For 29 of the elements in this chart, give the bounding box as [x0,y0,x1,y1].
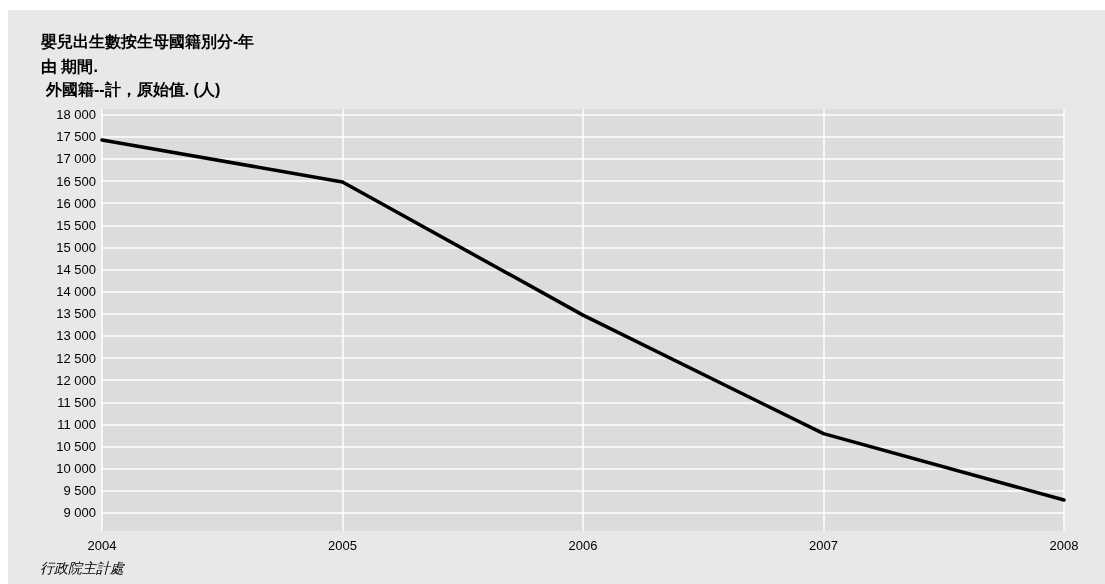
chart-subtitle: 由 期間. [41,57,98,75]
y-tick-label: 16 500 [56,173,96,189]
x-tick-label: 2008 [1049,538,1079,553]
x-tick-label: 2005 [328,538,357,553]
chart-title: 嬰兒出生數按生母國籍別分-年 [40,32,255,50]
y-tick-label: 17 500 [56,129,96,145]
y-tick-label: 12 000 [56,372,96,388]
y-tick-label: 11 000 [57,416,96,432]
y-tick-label: 10 500 [56,439,96,455]
y-tick-label: 18 000 [56,107,96,123]
y-tick-label: 12 500 [56,350,96,366]
y-tick-label: 16 000 [56,195,96,211]
line-series [100,138,1066,502]
y-tick-label: 17 000 [56,151,96,167]
y-tick-label: 9 500 [63,483,96,499]
text: 行政院主計處 [40,560,125,576]
y-tick-label: 14 000 [56,284,96,300]
y-tick-label: 14 500 [56,262,96,278]
y-axis-title: 外國籍--計，原始值. (人) [45,80,221,98]
y-tick-label: 15 500 [56,217,96,233]
y-tick-label: 15 000 [56,239,96,255]
x-tick-label: 2004 [87,538,117,553]
y-tick-label: 11 500 [57,394,96,410]
x-tick-label: 2007 [809,538,838,553]
x-tick-label: 2006 [568,538,598,553]
y-tick-label: 9 000 [63,505,96,521]
y-tick-label: 13 000 [56,328,96,344]
y-tick-label: 13 500 [56,306,96,322]
y-tick-label: 10 000 [56,461,96,477]
